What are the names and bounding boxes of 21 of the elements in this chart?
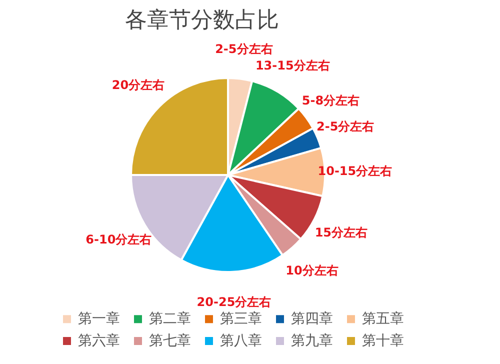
text: 13-15分左右	[255, 58, 330, 73]
legend-label: 第六章	[78, 333, 120, 349]
legend-label: 第十章	[362, 333, 404, 349]
text: 6-10分左右	[86, 232, 152, 247]
chart-title: 各章节分数占比	[125, 8, 279, 33]
legend-label: 第一章	[78, 311, 120, 328]
legend-label: 第二章	[149, 311, 191, 328]
text: 2-5分左右	[215, 42, 273, 56]
text: 15分左右	[314, 226, 368, 240]
text: 2-5分左右	[316, 119, 374, 134]
legend-label: 第三章	[220, 311, 262, 328]
text: 20分左右	[112, 78, 165, 92]
text: 10分左右	[286, 263, 338, 278]
text: 10-15分左右	[318, 164, 392, 178]
text: 20-25分左右	[196, 294, 272, 309]
legend-label: 第七章	[149, 333, 191, 349]
legend-label: 第五章	[362, 311, 404, 328]
legend-label: 第八章	[220, 333, 262, 349]
text: 5-8分左右	[302, 93, 360, 108]
legend-label: 第四章	[291, 311, 333, 328]
legend-label: 第九章	[291, 333, 333, 349]
